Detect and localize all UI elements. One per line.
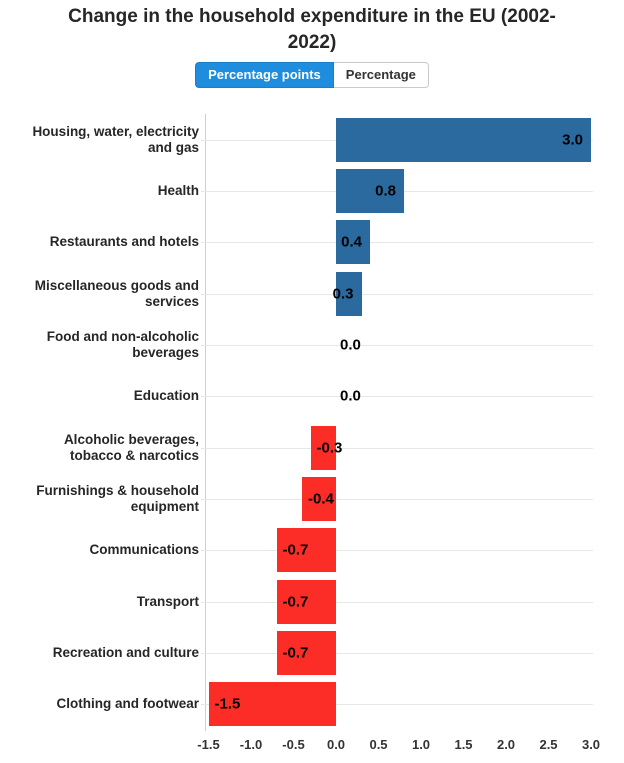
bar[interactable]	[310, 425, 336, 470]
value-label: -0.7	[282, 541, 309, 559]
value-label: -0.7	[282, 644, 309, 662]
value-label: 0.0	[340, 336, 361, 354]
grid-line	[201, 396, 593, 398]
toggle-percentage-points[interactable]: Percentage points	[195, 62, 334, 88]
bar[interactable]	[336, 271, 362, 316]
bar[interactable]	[336, 117, 591, 162]
bar[interactable]	[336, 220, 370, 265]
value-label: 0.0	[340, 387, 361, 405]
bar[interactable]	[276, 528, 336, 573]
toggle-percentage[interactable]: Percentage	[333, 62, 429, 88]
x-tick-label: 2.5	[539, 737, 558, 752]
value-label: -0.3	[316, 439, 343, 457]
x-tick-label: 1.0	[411, 737, 431, 752]
x-tick-label: 2.0	[496, 737, 516, 752]
grid-line	[201, 242, 593, 244]
bar[interactable]	[276, 579, 336, 624]
category-axis-line	[205, 114, 206, 731]
value-label: 0.3	[332, 285, 354, 303]
x-tick-label: 1.5	[454, 737, 473, 752]
category-label: Housing, water, electricity and gas	[32, 123, 199, 155]
category-label: Miscellaneous goods and services	[34, 277, 199, 309]
grid-line	[201, 498, 593, 500]
bar[interactable]	[208, 682, 336, 727]
grid-line	[201, 550, 593, 552]
category-label: Recreation and culture	[52, 644, 199, 660]
category-label: Restaurants and hotels	[49, 234, 199, 250]
value-label: 3.0	[562, 131, 583, 149]
grid-line	[201, 601, 593, 603]
category-label: Education	[133, 388, 199, 404]
category-label: Communications	[89, 542, 199, 558]
bar-chart: Housing, water, electricity and gas 3.0 He…	[0, 114, 624, 730]
x-axis: -1.5 -1.0 -0.5 0.0 0.5 1.0 1.5 2.0 2.5 3.0	[0, 737, 624, 755]
value-label: 0.8	[375, 182, 396, 200]
category-label: Clothing and footwear	[56, 696, 200, 712]
chart-title: Change in the household expenditure in t…	[68, 6, 556, 53]
grid-line	[201, 344, 593, 346]
value-label: 0.4	[341, 233, 362, 251]
x-tick-label: 3.0	[581, 737, 601, 752]
x-tick-label: -1.5	[197, 737, 220, 752]
x-tick-label: -0.5	[282, 737, 305, 752]
bar[interactable]	[276, 630, 336, 675]
category-label: Alcoholic beverages, tobacco & narcotics	[63, 431, 199, 463]
value-label: -0.7	[282, 593, 309, 611]
value-label: -1.5	[214, 695, 241, 713]
grid-line	[201, 293, 593, 295]
grid-line	[201, 704, 593, 706]
grid-line	[201, 447, 593, 449]
view-toggle: Percentage points Percentage	[0, 62, 624, 88]
value-label: -0.4	[308, 490, 334, 508]
bar[interactable]	[336, 168, 404, 213]
category-label: Health	[157, 183, 199, 199]
bar[interactable]	[302, 476, 336, 521]
x-tick-label: 0.0	[326, 737, 346, 752]
grid-line	[201, 652, 593, 654]
category-label: Transport	[136, 593, 199, 609]
category-label: Food and non-alcoholic beverages	[46, 329, 199, 360]
x-tick-label: 0.5	[369, 737, 388, 752]
x-tick-label: -1.0	[239, 737, 263, 752]
category-label: Furnishings & household equipment	[36, 483, 199, 514]
